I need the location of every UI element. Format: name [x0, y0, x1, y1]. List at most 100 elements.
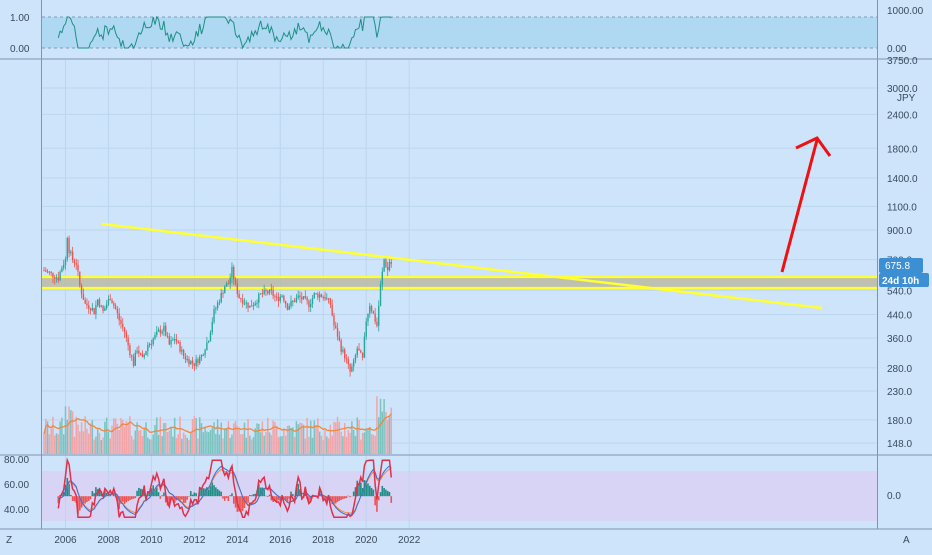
- oscillator-histogram-bar: [213, 485, 215, 496]
- support-zone[interactable]: [42, 277, 877, 288]
- oscillator-histogram-bar: [342, 496, 344, 499]
- volume-bar: [263, 436, 265, 454]
- candle-body: [221, 293, 222, 302]
- volume-bar: [156, 417, 158, 454]
- candle-body: [126, 332, 127, 337]
- candle-body: [287, 304, 288, 310]
- volume-bar: [319, 432, 321, 454]
- candle-body: [362, 353, 363, 358]
- volume-bar: [237, 426, 239, 454]
- candle-body: [272, 290, 273, 296]
- candle-body: [246, 302, 247, 303]
- candle-body: [72, 252, 73, 260]
- candle-body: [376, 322, 377, 326]
- candle-body: [79, 272, 80, 286]
- volume-bar: [285, 436, 287, 454]
- corner-left-label[interactable]: Z: [6, 535, 12, 546]
- candle-body: [90, 309, 91, 311]
- volume-bar: [244, 423, 246, 454]
- candle-body: [366, 321, 367, 336]
- volume-bar: [52, 417, 54, 454]
- volume-bar: [104, 422, 106, 454]
- volume-bar: [360, 440, 362, 454]
- upper-left-tick-low: 0.00: [10, 44, 30, 55]
- volume-bar: [181, 439, 183, 454]
- oscillator-histogram-bar: [74, 496, 76, 501]
- candle-body: [74, 260, 75, 263]
- oscillator-histogram-bar: [380, 492, 382, 496]
- volume-bar: [50, 428, 52, 454]
- volume-bar: [247, 419, 249, 454]
- candle-body: [63, 265, 64, 268]
- candle-body: [371, 306, 372, 311]
- candle-body: [360, 351, 361, 353]
- oscillator-histogram-bar: [233, 496, 235, 503]
- volume-bar: [143, 428, 145, 454]
- oscillator-histogram-bar: [134, 496, 136, 498]
- candle-body: [138, 351, 139, 354]
- candle-body: [95, 305, 96, 314]
- candle-body: [305, 296, 306, 298]
- volume-bar: [333, 422, 335, 454]
- volume-bar: [355, 436, 357, 454]
- volume-bar: [160, 417, 162, 454]
- volume-bar: [335, 422, 337, 454]
- oscillator-histogram-bar: [133, 496, 135, 499]
- volume-bar: [374, 436, 376, 454]
- oscillator-histogram-bar: [371, 488, 373, 496]
- volume-bar: [349, 433, 351, 454]
- oscillator-histogram-bar: [161, 495, 163, 496]
- candle-body: [355, 355, 356, 361]
- candle-body: [156, 331, 157, 334]
- volume-bar: [206, 432, 208, 454]
- oscillator-histogram-bar: [160, 496, 162, 499]
- volume-bar: [357, 417, 359, 454]
- volume-bar: [253, 437, 255, 454]
- candle-body: [333, 315, 334, 325]
- candle-body: [187, 359, 188, 360]
- volume-bar: [371, 434, 373, 454]
- candle-body: [301, 297, 302, 299]
- volume-bar: [310, 421, 312, 454]
- candle-body: [310, 304, 311, 307]
- oscillator-histogram-bar: [124, 496, 126, 504]
- volume-bar: [256, 423, 258, 454]
- candle-body: [235, 280, 236, 284]
- volume-bar: [272, 420, 274, 454]
- volume-bar: [228, 421, 230, 454]
- oscillator-histogram-bar: [215, 487, 217, 496]
- volume-bar: [358, 420, 360, 454]
- price-tick-label: 1400.0: [887, 174, 918, 185]
- candle-body: [391, 262, 392, 264]
- time-tick-label: 2022: [398, 535, 421, 546]
- candle-body: [154, 335, 155, 339]
- volume-bar: [65, 406, 67, 454]
- candle-body: [294, 301, 295, 302]
- candle-body: [330, 299, 331, 305]
- volume-bar: [265, 432, 267, 454]
- volume-bar: [115, 418, 117, 454]
- candle-body: [274, 296, 275, 297]
- candle-body: [61, 268, 62, 272]
- volume-bar: [389, 416, 391, 454]
- volume-bar: [190, 433, 192, 454]
- volume-bar: [59, 421, 61, 454]
- oscillator-histogram-bar: [385, 490, 387, 497]
- candle-body: [49, 271, 50, 272]
- volume-bar: [97, 428, 99, 454]
- oscillator-histogram-bar: [163, 493, 165, 497]
- candle-body: [178, 342, 179, 343]
- candle-body: [321, 294, 322, 297]
- candle-body: [222, 293, 223, 294]
- volume-bar: [72, 411, 74, 454]
- volume-bar: [152, 434, 154, 454]
- candle-body: [169, 336, 170, 344]
- volume-bar: [321, 436, 323, 454]
- oscillator-histogram-bar: [369, 486, 371, 496]
- candle-body: [104, 308, 105, 311]
- corner-right-label[interactable]: A: [903, 535, 910, 546]
- time-tick-label: 2018: [312, 535, 335, 546]
- volume-bar: [101, 440, 103, 454]
